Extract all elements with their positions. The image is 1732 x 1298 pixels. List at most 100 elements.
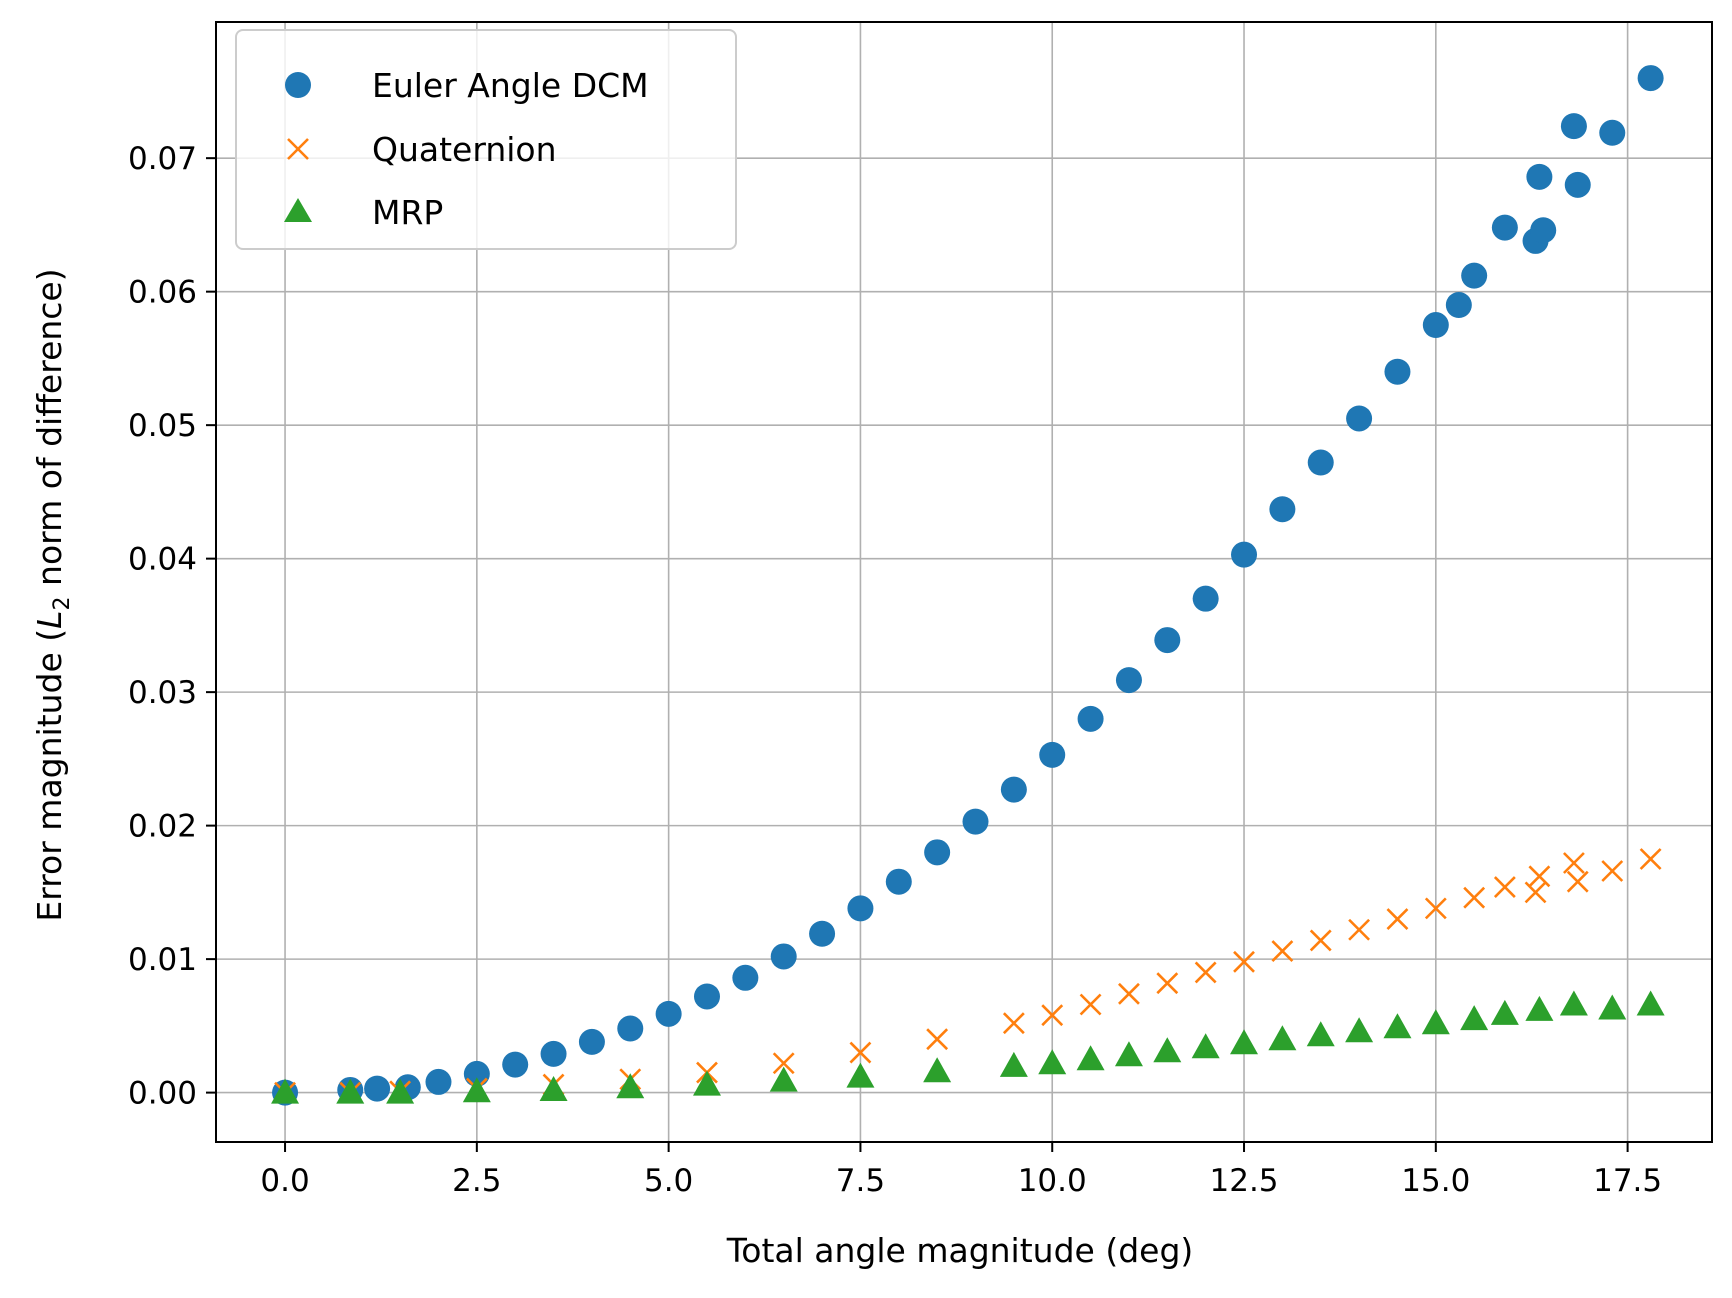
data-point-stroke — [1386, 908, 1409, 930]
legend-label-mrp: MRP — [372, 193, 443, 232]
data-point — [1598, 994, 1627, 1020]
data-point — [1077, 705, 1104, 732]
data-point — [1566, 870, 1589, 893]
plot-frame — [215, 21, 1713, 1143]
data-point — [770, 943, 797, 970]
data-point-stroke — [1118, 982, 1140, 1005]
data-point — [1038, 1049, 1067, 1075]
legend-marker-quaternion — [287, 138, 309, 160]
data-point-stroke — [1463, 886, 1486, 909]
data-point-stroke — [1528, 865, 1551, 888]
data-point — [1192, 585, 1219, 612]
data-point — [769, 1066, 798, 1092]
data-point — [336, 1078, 365, 1104]
data-point — [999, 1051, 1028, 1077]
data-point — [616, 1073, 645, 1099]
data-point-stroke — [1639, 848, 1662, 870]
data-point — [1636, 990, 1665, 1016]
data-point — [846, 1062, 875, 1088]
data-point — [732, 964, 759, 991]
x-tick-label: 2.5 — [452, 1163, 501, 1199]
data-point — [1002, 1012, 1025, 1035]
data-point — [1269, 496, 1296, 523]
ticks-layer: 0.0 2.5 5.0 7.5 10.0 12.5 15.0 17.5 0.00 0.01 0.02… — [128, 141, 1662, 1199]
data-point — [1153, 1037, 1182, 1063]
data-point-stroke — [1601, 860, 1624, 882]
data-point — [1383, 1013, 1412, 1039]
y-tick-label: 0.04 — [128, 542, 197, 578]
data-point-stroke — [1493, 876, 1516, 898]
legend: Euler Angle DCM Quaternion MRP — [235, 29, 737, 250]
legend-x-stroke — [287, 138, 309, 160]
data-point-stroke — [1424, 897, 1447, 920]
data-point — [1526, 163, 1553, 190]
data-point — [1460, 1005, 1489, 1031]
data-point-stroke — [1271, 940, 1294, 963]
y-axis-label-suffix: norm of difference) — [30, 268, 69, 596]
data-point — [578, 1028, 605, 1055]
x-tick-label: 7.5 — [836, 1163, 885, 1199]
data-point — [1530, 217, 1557, 244]
data-point — [1041, 1004, 1064, 1027]
data-point — [1231, 541, 1258, 568]
data-point — [1156, 972, 1179, 995]
legend-entry-quaternion: Quaternion — [287, 130, 557, 169]
x-tick-label: 12.5 — [1210, 1163, 1279, 1199]
data-point — [1306, 1021, 1335, 1047]
data-point — [1230, 1029, 1259, 1055]
y-axis-label: Error magnitude (L2 norm of difference) — [30, 268, 75, 921]
data-point — [1194, 961, 1217, 984]
data-point — [1114, 1041, 1143, 1067]
y-tick-label: 0.05 — [128, 408, 197, 444]
data-layer — [271, 65, 1665, 1106]
y-tick-label: 0.00 — [128, 1076, 197, 1112]
data-point — [1528, 865, 1551, 888]
legend-entry-mrp: MRP — [284, 193, 443, 232]
data-point — [539, 1075, 568, 1101]
data-point — [924, 839, 951, 866]
data-point — [540, 1040, 567, 1067]
data-point — [1490, 999, 1519, 1025]
data-point — [1268, 1025, 1297, 1051]
data-point-stroke — [1079, 993, 1102, 1016]
data-point — [849, 1041, 872, 1064]
series-quaternion — [274, 848, 1662, 1104]
data-point — [692, 1070, 721, 1096]
data-point-stroke — [1002, 1012, 1025, 1035]
data-point — [1599, 119, 1626, 146]
data-point — [926, 1028, 949, 1051]
data-point-stroke — [772, 1052, 795, 1075]
data-point-stroke — [1156, 972, 1179, 995]
data-point — [1345, 1017, 1374, 1043]
data-point — [1421, 1009, 1450, 1035]
data-point — [462, 1077, 491, 1103]
data-point — [617, 1015, 644, 1042]
data-point — [962, 808, 989, 835]
data-point — [1639, 848, 1662, 870]
legend-marker-mrp — [284, 198, 312, 222]
y-axis-label-symbol: L — [30, 610, 69, 628]
data-point — [847, 895, 874, 922]
data-point — [923, 1057, 952, 1083]
data-point — [1386, 908, 1409, 930]
data-point — [1601, 860, 1624, 882]
legend-box — [235, 29, 737, 250]
data-point — [655, 1000, 682, 1027]
data-point — [1039, 741, 1066, 768]
y-axis-label-subscript: 2 — [50, 596, 75, 610]
data-point — [693, 983, 720, 1010]
x-tick-label: 5.0 — [644, 1163, 693, 1199]
data-point-stroke — [1566, 870, 1589, 893]
data-point — [386, 1078, 415, 1104]
data-point — [1154, 627, 1181, 654]
x-tick-label: 17.5 — [1593, 1163, 1662, 1199]
data-point — [1559, 990, 1588, 1016]
data-point-stroke — [1348, 918, 1371, 941]
legend-entry-euler: Euler Angle DCM — [285, 66, 649, 105]
data-point — [1271, 940, 1294, 963]
data-point — [1424, 897, 1447, 920]
data-point-stroke — [1309, 929, 1332, 952]
data-point — [364, 1075, 391, 1102]
data-point — [1346, 405, 1373, 432]
